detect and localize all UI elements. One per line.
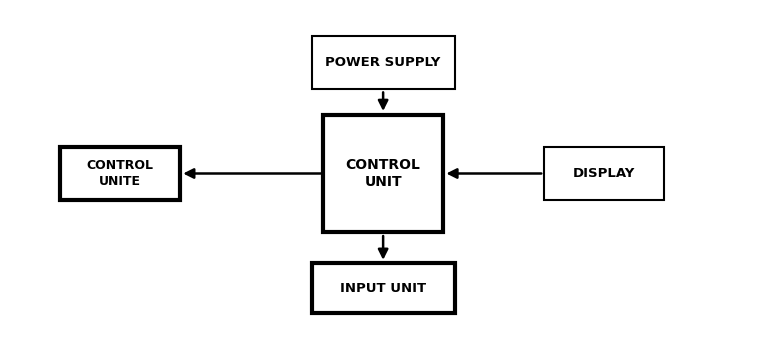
Text: CONTROL
UNITE: CONTROL UNITE bbox=[87, 159, 153, 188]
Text: DISPLAY: DISPLAY bbox=[573, 167, 635, 180]
Text: POWER SUPPLY: POWER SUPPLY bbox=[325, 56, 441, 69]
FancyBboxPatch shape bbox=[311, 263, 454, 313]
Text: CONTROL
UNIT: CONTROL UNIT bbox=[346, 158, 420, 189]
FancyBboxPatch shape bbox=[324, 115, 443, 232]
FancyBboxPatch shape bbox=[60, 146, 180, 201]
FancyBboxPatch shape bbox=[311, 36, 454, 90]
Text: INPUT UNIT: INPUT UNIT bbox=[340, 281, 426, 295]
FancyBboxPatch shape bbox=[543, 146, 664, 201]
